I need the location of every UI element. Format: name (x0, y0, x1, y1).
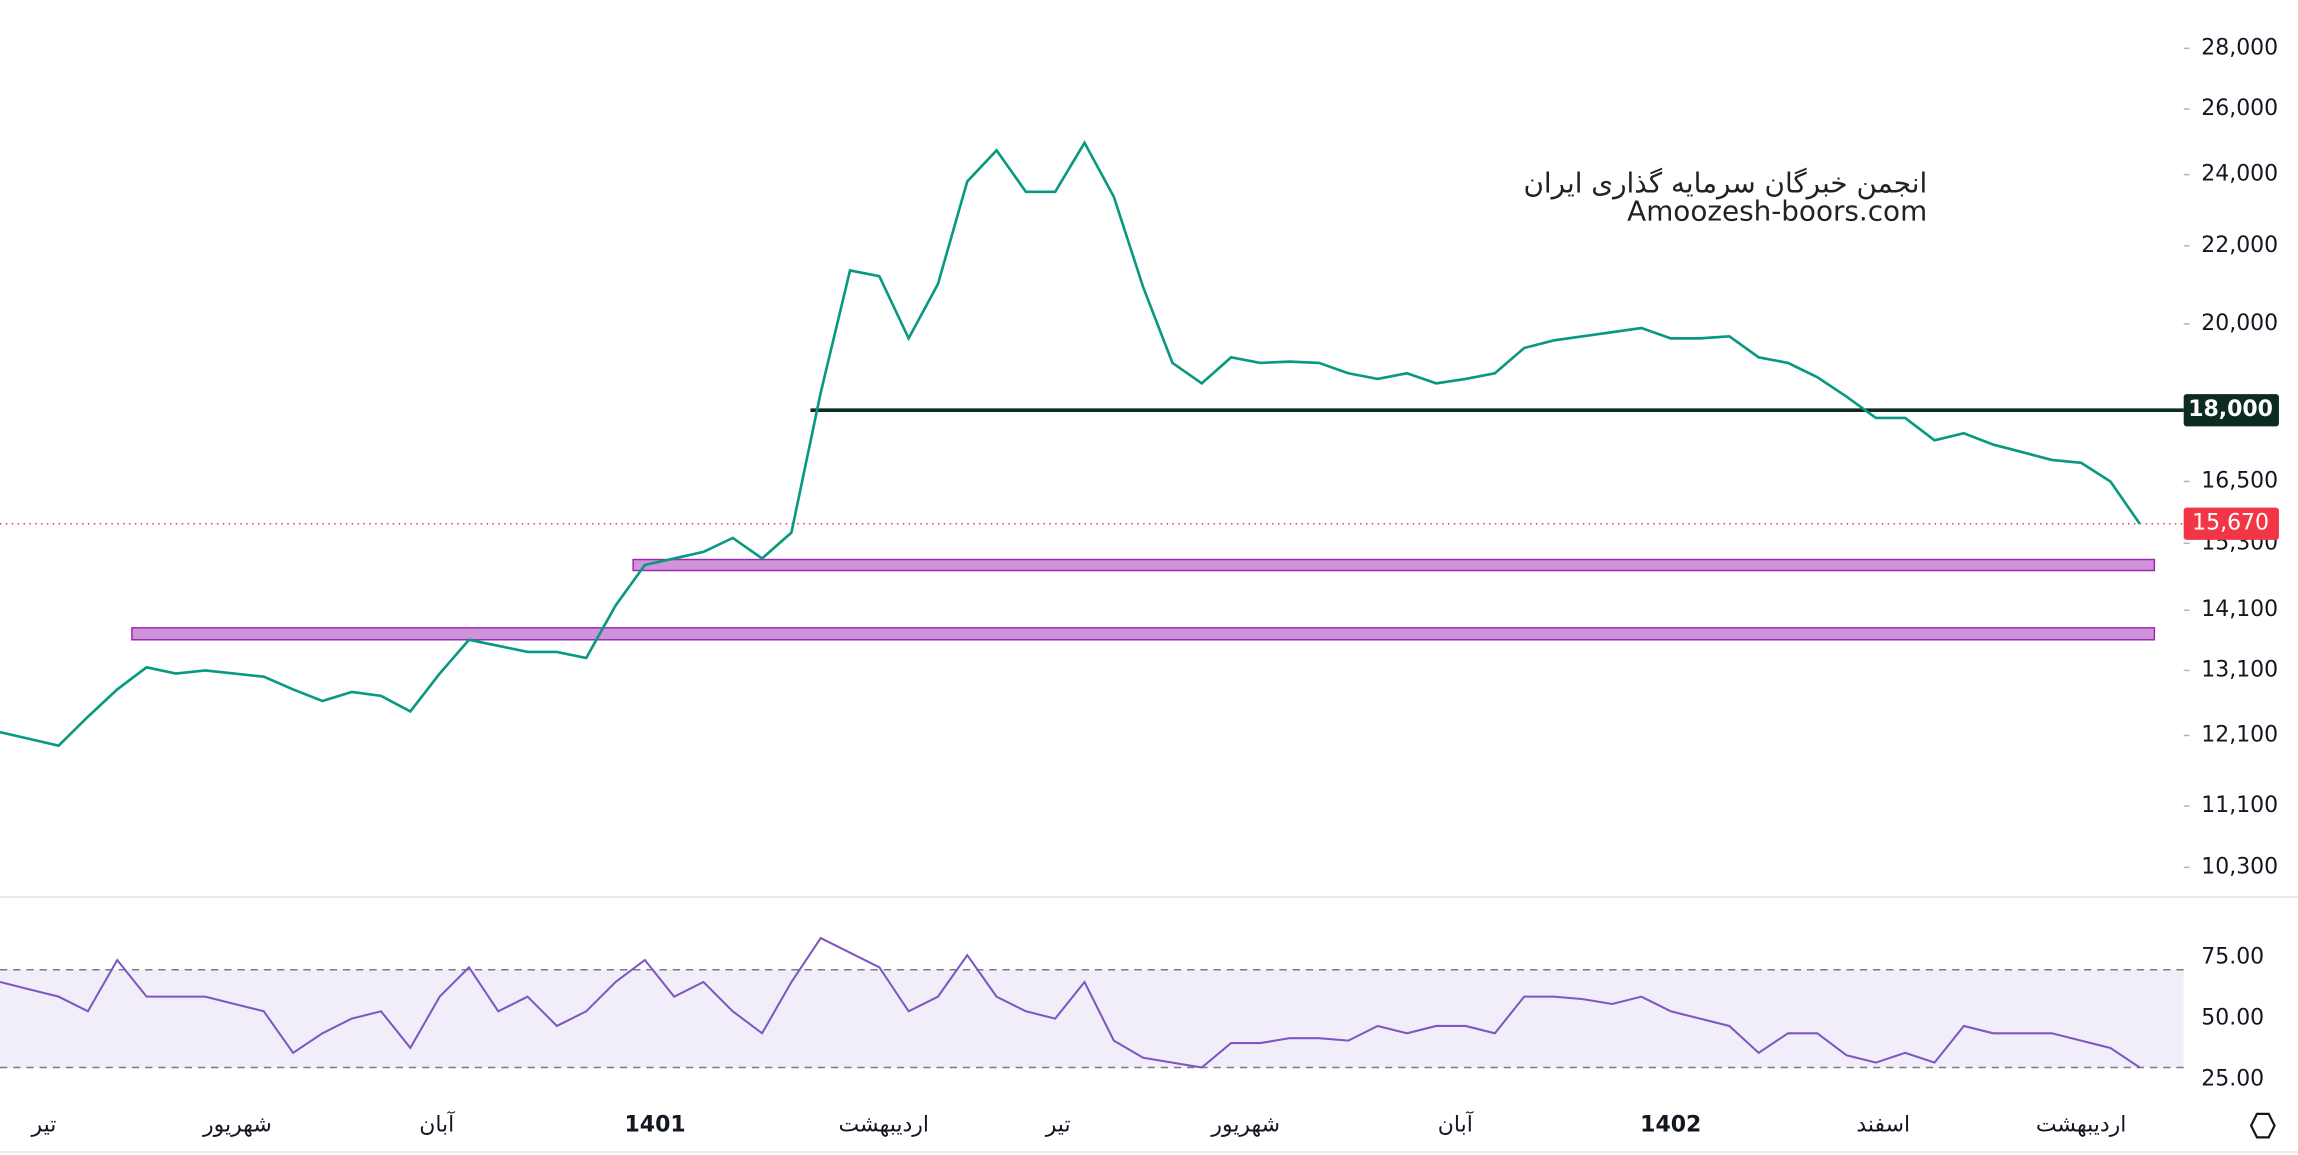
x-tick-label: تیر (1045, 1113, 1071, 1138)
x-tick-label: 1401 (625, 1113, 686, 1138)
rsi-tick-label: 50.00 (2201, 1006, 2264, 1031)
y-tick-label: 13,100 (2201, 657, 2278, 682)
y-tick-label: 14,100 (2201, 597, 2278, 622)
support-zone (632, 558, 2156, 572)
y-tick-label: 22,000 (2201, 233, 2278, 258)
support-zone (131, 627, 2156, 641)
level-label: 18,000 (2188, 397, 2273, 422)
y-tick-label: 20,000 (2201, 311, 2278, 336)
last-price-label: 15,670 (2192, 511, 2269, 536)
watermark: Amoozesh-boors.com (1627, 195, 1927, 228)
x-tick-label: آبان (419, 1111, 455, 1138)
y-tick-label: 10,300 (2201, 854, 2278, 879)
y-tick-label: 28,000 (2201, 35, 2278, 60)
x-tick-label: شهریور (202, 1113, 272, 1138)
last-price-box (2183, 507, 2279, 540)
x-tick-label: اردیبهشت (838, 1113, 929, 1138)
price-line (0, 140, 2141, 748)
rsi-band (0, 969, 2184, 1068)
rsi-line (0, 936, 2141, 1069)
rsi-tick-label: 75.00 (2201, 945, 2264, 970)
y-tick-label: 12,100 (2201, 722, 2278, 747)
y-tick-label: 16,500 (2201, 468, 2278, 493)
x-tick-label: شهریور (1210, 1113, 1280, 1138)
x-tick-label: 1402 (1640, 1113, 1701, 1138)
y-tick-label: 11,100 (2201, 793, 2278, 818)
x-tick-label: تیر (31, 1113, 57, 1138)
watermark: انجمن خبرگان سرمایه گذاری ایران (1523, 167, 1927, 200)
logo[interactable] (2249, 1112, 2276, 1139)
rsi-tick-label: 25.00 (2201, 1067, 2264, 1092)
x-tick-label: اسفند (1856, 1113, 1910, 1138)
x-tick-label: آبان (1438, 1111, 1474, 1138)
y-tick-label: 24,000 (2201, 162, 2278, 187)
level-label-box (2183, 394, 2279, 427)
y-tick-label: 26,000 (2201, 96, 2278, 121)
x-tick-label: اردیبهشت (2036, 1113, 2127, 1138)
